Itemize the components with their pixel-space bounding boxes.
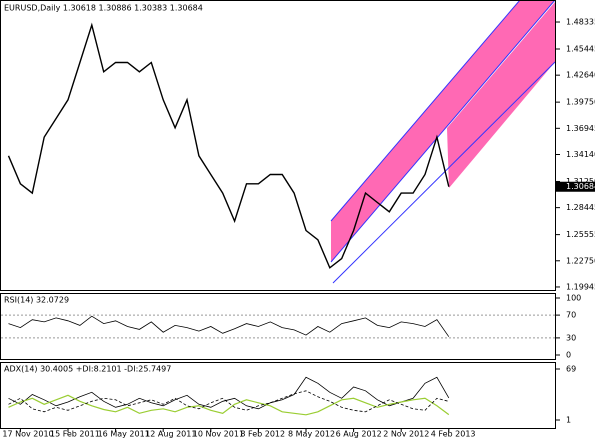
y-tick-label: 1.45445 [566,44,595,53]
y-tick-label: 1.31250 [566,177,595,186]
y-tick-label: 69 [566,365,576,374]
y-tick-label: 0 [566,351,571,360]
series-line [8,376,450,410]
y-tick-label: 1.42640 [566,71,595,80]
x-tick-label: 12 Aug 2011 [145,430,196,438]
y-tick-label: 100 [566,294,581,303]
x-tick-label: 15 Feb 2011 [50,430,100,438]
channel-line [330,0,521,222]
x-tick-label: 8 Feb 2012 [240,430,285,438]
series-line [7,22,450,269]
y-tick-label: 1.39750 [566,98,595,107]
panel-title: ADX(14) 30.4005 +DI:8.2101 -DI:25.7497 [4,365,171,374]
x-tick-label: 8 May 2012 [288,430,335,438]
x-tick-label: 4 Feb 2013 [431,430,476,438]
x-tick-label: 10 Nov 2011 [193,430,244,438]
y-tick-label: 1 [566,416,571,425]
y-tick-label: 1.34140 [566,150,595,159]
x-tick-label: 16 May 2011 [98,430,150,438]
price-marker-label: 1.30684 [566,182,595,191]
chart-title: EURUSD,Daily 1.30618 1.30886 1.30383 1.3… [4,4,203,13]
x-tick-label: 2 Nov 2012 [383,430,429,438]
series-line [8,390,449,413]
y-tick-label: 1.28445 [566,203,595,212]
panel-border [0,362,556,429]
y-tick-label: 1.36945 [566,124,595,133]
y-tick-label: 30 [566,333,576,342]
x-tick-label: 6 Aug 2012 [336,430,382,438]
y-tick-label: 1.22750 [566,256,595,265]
series-line [8,315,450,337]
x-tick-label: 17 Nov 2010 [2,430,53,438]
channel-line [330,0,556,263]
channel-line [332,61,556,284]
y-tick-label: 1.25555 [566,230,595,239]
y-tick-label: 70 [566,311,576,320]
y-tick-label: 1.48335 [566,18,595,27]
panel-border [0,293,556,360]
price-marker [556,181,595,192]
panel-border [0,0,556,291]
panel-title: RSI(14) 32.0729 [4,296,69,305]
channel-band [447,2,555,188]
y-tick-label: 1.19945 [566,282,595,291]
